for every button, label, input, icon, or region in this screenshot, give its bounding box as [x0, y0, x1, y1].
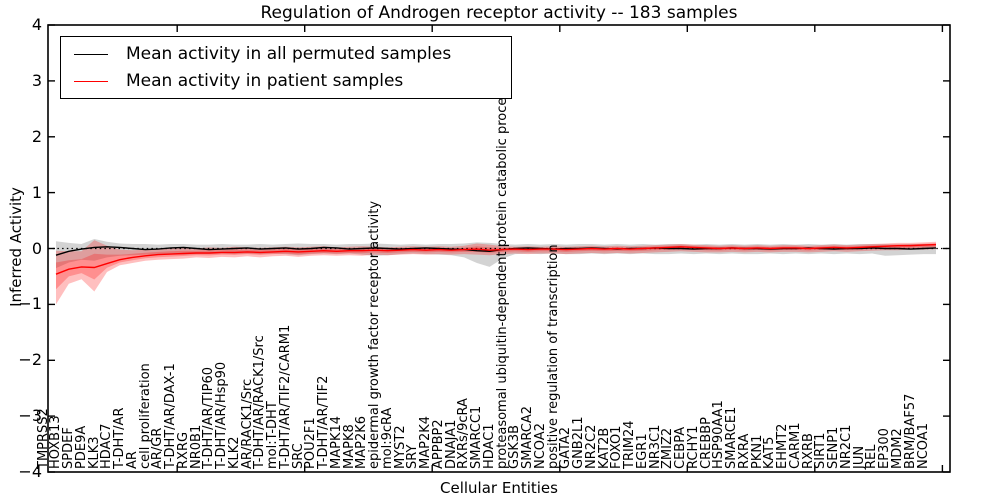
- x-category-label: RXRA: [736, 433, 752, 469]
- legend: Mean activity in all permuted samples Me…: [60, 36, 512, 99]
- x-category-label: CARM1: [787, 422, 803, 470]
- axes-frame: [47, 24, 951, 473]
- x-category-label: proteasomal ubiquitin-dependent protein …: [494, 84, 510, 469]
- x-category-label: NR2C2: [583, 424, 599, 469]
- x-category-label: KLK2: [226, 436, 242, 469]
- x-axis-title: Cellular Entities: [440, 479, 558, 497]
- y-tick-label: 3: [31, 70, 42, 90]
- x-category-label: mol:9cRA: [379, 407, 395, 469]
- y-tick-label: 0: [31, 238, 42, 258]
- y-tick-label: −3: [18, 406, 42, 426]
- black-line-sample-icon: [74, 53, 108, 55]
- y-tick-label: −2: [18, 350, 42, 370]
- y-axis-title: Inferred Activity: [7, 187, 25, 307]
- x-category-label: RXRG: [175, 431, 191, 469]
- legend-item-patient: Mean activity in patient samples: [61, 71, 511, 91]
- mean-activity-lines: [55, 243, 937, 275]
- x-category-label: MAPK14: [328, 415, 344, 469]
- y-tick-label: −1: [18, 294, 42, 314]
- x-category-label: RCHY1: [685, 425, 701, 469]
- x-category-label: APPBP2: [430, 419, 446, 469]
- x-category-label: EGR1: [634, 433, 650, 469]
- legend-item-permuted: Mean activity in all permuted samples: [61, 44, 511, 64]
- red-line-sample-icon: [74, 80, 108, 82]
- y-tick-label: 4: [31, 15, 42, 34]
- patient-mean-line: [55, 243, 937, 275]
- x-category-label: HDAC1: [481, 423, 497, 469]
- x-category-label: PDE9A: [73, 425, 89, 469]
- x-category-label: AR: [124, 451, 140, 469]
- x-category-label: BRM/BAF57: [902, 393, 918, 469]
- y-tick-label: −4: [18, 462, 42, 481]
- chart-title: Regulation of Androgen receptor activity…: [260, 3, 738, 23]
- legend-label-permuted: Mean activity in all permuted samples: [126, 44, 452, 64]
- x-category-label: NCOA1: [915, 423, 931, 469]
- x-category-label: T-DHT/AR/TIF2/CARM1: [277, 324, 293, 469]
- y-tick-label: 2: [31, 126, 42, 146]
- y-tick-label: 1: [31, 182, 42, 202]
- legend-label-patient: Mean activity in patient samples: [126, 71, 404, 91]
- x-category-label: NCOA2: [532, 423, 548, 469]
